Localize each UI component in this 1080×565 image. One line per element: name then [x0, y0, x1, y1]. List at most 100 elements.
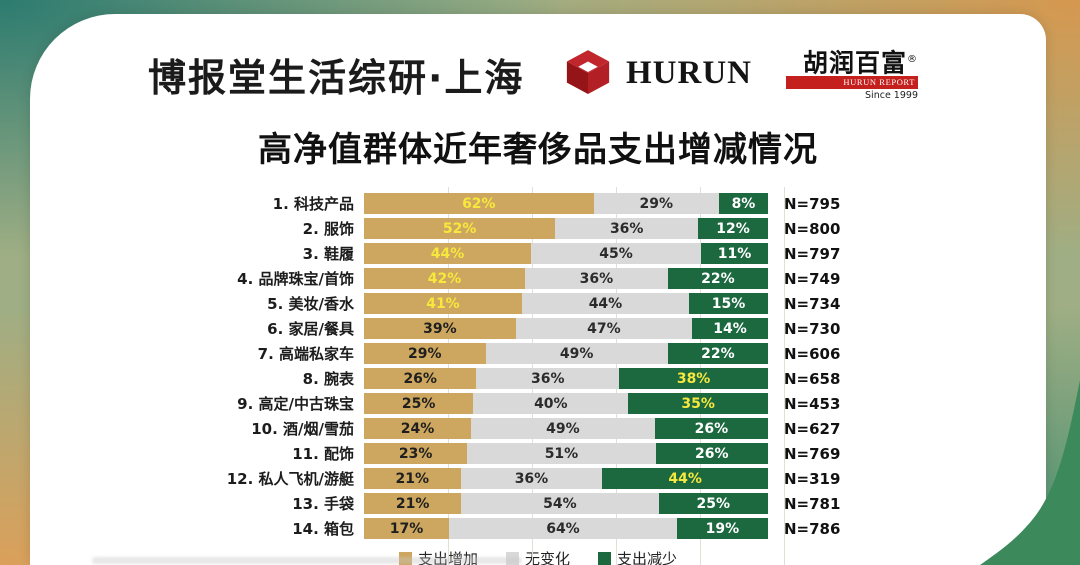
- chart-row: 11. 配饰 23% 51% 26% N=769: [202, 441, 874, 466]
- bar-segment-nochange: 47%: [515, 318, 692, 339]
- bar-segment-increase: 44%: [364, 243, 532, 264]
- chart-rows: 1. 科技产品 62% 29% 8% N=795 2. 服饰 52% 36% 12% N=800 3…: [202, 191, 874, 541]
- chart-title: 高净值群体近年奢侈品支出增减情况: [258, 130, 818, 170]
- bar-value-label: 52%: [442, 220, 477, 237]
- stacked-bar: 44% 45% 11%: [364, 243, 768, 264]
- stacked-bar: 52% 36% 12%: [364, 218, 769, 239]
- stacked-bar: 23% 51% 26%: [364, 443, 768, 464]
- bar-value-label: 49%: [559, 345, 594, 362]
- category-label: 2. 服饰: [302, 220, 354, 238]
- chart-legend: 支出增加 无变化 支出减少: [202, 548, 874, 565]
- bar-segment-decrease: 12%: [698, 218, 769, 239]
- sample-size-label: N=749: [784, 269, 841, 288]
- bar-value-label: 36%: [514, 470, 549, 487]
- bar-value-label: 62%: [462, 195, 496, 212]
- legend-label: 支出减少: [617, 550, 678, 565]
- bar-value-label: 36%: [609, 220, 644, 237]
- bar-value-label: 21%: [395, 470, 430, 487]
- legend-item: 支出增加: [398, 548, 478, 565]
- bar-segment-nochange: 40%: [473, 393, 629, 414]
- bar-segment-increase: 21%: [364, 493, 462, 514]
- bar-value-label: 45%: [599, 245, 633, 262]
- stacked-bar: 17% 64% 19%: [364, 518, 768, 539]
- bar-value-label: 11%: [717, 245, 752, 262]
- bar-segment-increase: 17%: [364, 518, 450, 539]
- chart-row: 12. 私人飞机/游艇 21% 36% 44% N=319: [202, 466, 874, 491]
- bar-value-label: 26%: [694, 420, 729, 437]
- bar-value-label: 39%: [423, 320, 457, 337]
- chart-row: 7. 高端私家车 29% 49% 22% N=606: [202, 341, 874, 366]
- bar-segment-decrease: 35%: [628, 393, 768, 414]
- bar-segment-nochange: 54%: [461, 493, 659, 514]
- hurun-cube-icon: [562, 48, 614, 100]
- chart-row: 10. 酒/烟/雪茄 24% 49% 26% N=627: [202, 416, 874, 441]
- bar-value-label: 35%: [681, 395, 715, 412]
- sample-size-label: N=453: [784, 394, 841, 413]
- chart-row: 13. 手袋 21% 54% 25% N=781: [202, 491, 874, 516]
- bar-segment-decrease: 38%: [619, 368, 768, 389]
- sample-size-label: N=800: [784, 219, 841, 238]
- stacked-bar: 41% 44% 15%: [364, 293, 768, 314]
- hurun-report-logo: 胡润百富® HURUN REPORT Since 1999: [786, 47, 918, 101]
- legend-swatch: [505, 552, 519, 565]
- chart-row: 4. 品牌珠宝/首饰 42% 36% 22% N=749: [202, 266, 874, 291]
- bar-segment-decrease: 44%: [602, 468, 768, 489]
- bar-value-label: 15%: [711, 295, 746, 312]
- bar-segment-increase: 62%: [364, 193, 594, 214]
- bar-segment-increase: 29%: [364, 343, 486, 364]
- bar-segment-increase: 39%: [364, 318, 516, 339]
- bar-segment-nochange: 36%: [460, 468, 603, 489]
- category-label: 8. 腕表: [302, 370, 354, 388]
- bar-segment-increase: 26%: [364, 368, 477, 389]
- bar-segment-nochange: 51%: [467, 443, 656, 464]
- stacked-bar: 25% 40% 35%: [364, 393, 768, 414]
- bar-value-label: 36%: [531, 370, 565, 387]
- legend-item: 支出减少: [598, 548, 677, 565]
- bar-value-label: 25%: [401, 395, 436, 412]
- category-label: 9. 高定/中古珠宝: [237, 395, 354, 413]
- bar-segment-increase: 25%: [364, 393, 474, 414]
- bar-segment-increase: 52%: [364, 218, 556, 239]
- category-label: 6. 家居/餐具: [267, 320, 354, 338]
- bar-segment-decrease: 25%: [658, 493, 768, 514]
- category-label: 7. 高端私家车: [257, 345, 354, 363]
- bottom-watermark-blur: [92, 557, 522, 564]
- bar-value-label: 44%: [668, 470, 702, 487]
- chart-row: 9. 高定/中古珠宝 25% 40% 35% N=453: [202, 391, 874, 416]
- sample-size-label: N=730: [784, 319, 841, 338]
- bar-segment-decrease: 22%: [667, 268, 769, 289]
- gridline: [784, 187, 785, 565]
- green-wave-decoration: [980, 380, 1080, 565]
- sample-size-label: N=795: [784, 194, 841, 213]
- bar-segment-nochange: 36%: [476, 368, 620, 389]
- bar-value-label: 26%: [403, 370, 437, 387]
- category-label: 13. 手袋: [292, 495, 354, 513]
- bar-value-label: 29%: [639, 195, 674, 212]
- bar-value-label: 21%: [395, 495, 430, 512]
- bar-segment-nochange: 49%: [485, 343, 668, 364]
- chart-row: 3. 鞋履 44% 45% 11% N=797: [202, 241, 874, 266]
- stacked-bar: 42% 36% 22%: [364, 268, 769, 289]
- bar-segment-nochange: 64%: [449, 518, 677, 539]
- bar-segment-nochange: 49%: [471, 418, 655, 439]
- category-label: 14. 箱包: [292, 520, 354, 538]
- legend-label: 支出增加: [417, 550, 478, 565]
- sample-size-label: N=786: [784, 519, 841, 538]
- bar-value-label: 17%: [389, 520, 424, 537]
- bar-value-label: 38%: [676, 370, 711, 387]
- bar-value-label: 40%: [534, 395, 568, 412]
- content-card: 博报堂生活综研·上海 HURUN 胡润百富® HURUN: [30, 14, 1046, 565]
- legend-item: 无变化: [505, 548, 570, 565]
- bar-value-label: 22%: [701, 345, 735, 362]
- chart-row: 14. 箱包 17% 64% 19% N=786: [202, 516, 874, 541]
- bar-segment-nochange: 45%: [531, 243, 702, 264]
- bar-value-label: 12%: [716, 220, 750, 237]
- bar-value-label: 26%: [695, 445, 729, 462]
- bar-value-label: 36%: [579, 270, 614, 287]
- stacked-bar: 21% 36% 44%: [364, 468, 768, 489]
- header: 博报堂生活综研·上海 HURUN 胡润百富® HURUN: [30, 14, 1046, 106]
- bar-segment-nochange: 44%: [521, 293, 689, 314]
- bar-segment-decrease: 19%: [676, 518, 768, 539]
- bar-value-label: 23%: [398, 445, 433, 462]
